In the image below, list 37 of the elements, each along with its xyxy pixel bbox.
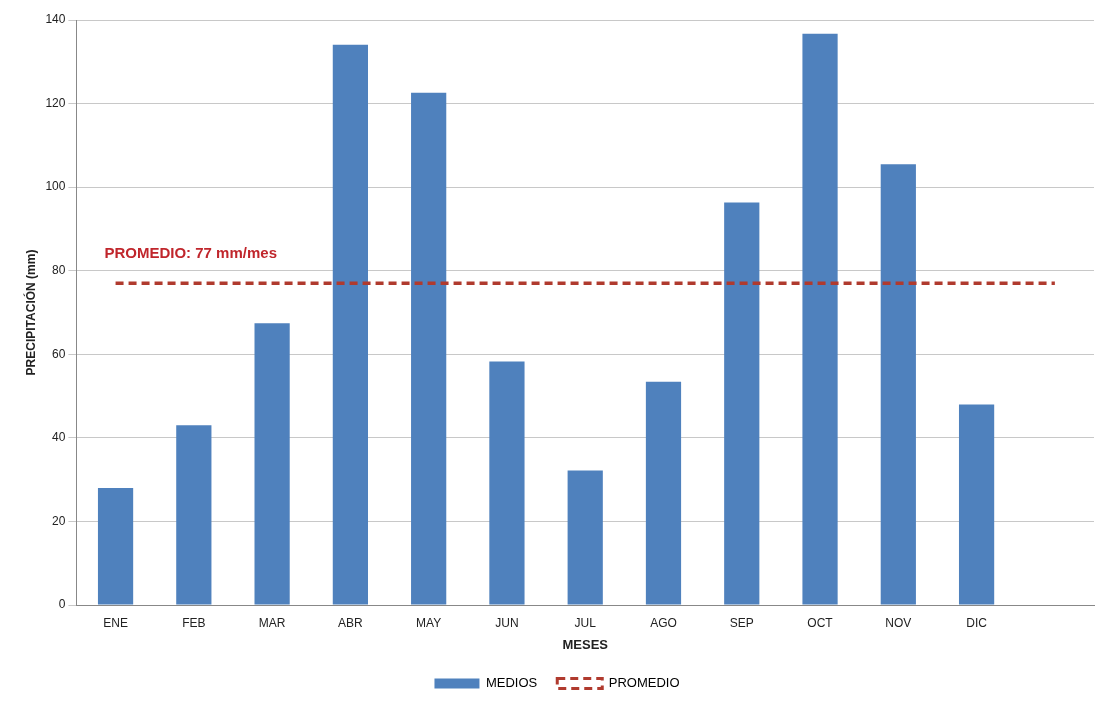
bar [724,202,760,605]
y-tick-label: 100 [45,179,66,194]
bar [332,44,368,605]
y-tick-label: 80 [52,263,66,278]
y-tick-label: 140 [45,12,66,27]
bar [880,164,916,605]
legend-label: PROMEDIO [608,675,680,691]
x-tick-label: DIC [966,615,988,630]
bar [645,381,682,605]
y-tick-label: 120 [45,95,66,110]
x-tick-label: ENE [103,615,128,630]
bar [802,33,838,605]
y-axis-title: PRECIPITACIÓN (mm) [22,249,38,376]
x-tick-label: ABR [338,615,364,630]
x-tick-label: SEP [729,615,754,630]
x-tick-label: OCT [807,615,834,630]
x-tick-label: JUL [574,615,597,630]
y-tick-label: 60 [52,346,66,361]
y-tick-label: 20 [52,513,66,528]
x-tick-label: MAR [258,615,286,630]
annotation: PROMEDIO: 77 mm/mes [104,243,277,261]
legend-label: MEDIOS [485,675,538,691]
x-tick-label: MAY [416,615,442,630]
x-tick-label: NOV [885,615,912,630]
x-tick-label: JUN [495,615,519,630]
x-axis-title: MESES [562,636,609,652]
bar [567,470,603,605]
bar [254,323,290,605]
x-tick-label: AGO [650,615,677,630]
y-tick-label: 0 [58,597,66,612]
bar [176,425,212,605]
bar [489,361,525,605]
y-tick-label: 40 [52,430,66,445]
x-tick-label: FEB [182,615,206,630]
bar [411,92,447,605]
bar [97,488,134,605]
bar [958,404,995,605]
